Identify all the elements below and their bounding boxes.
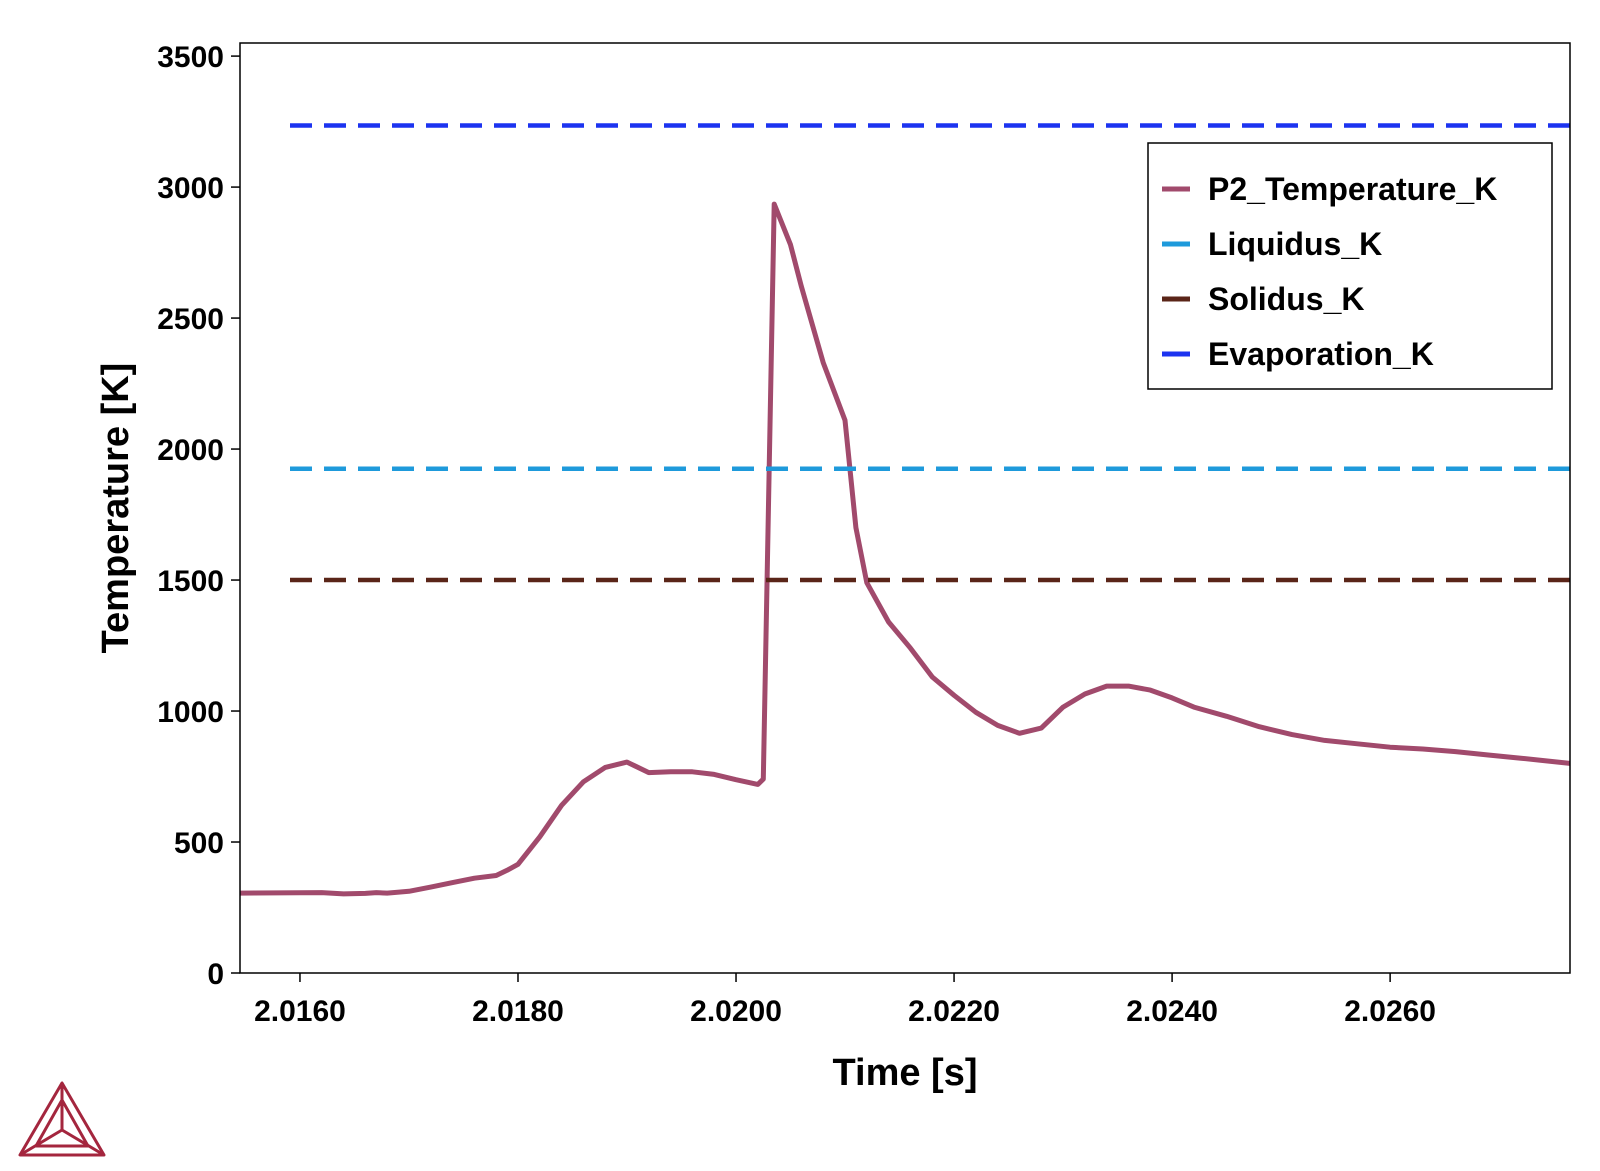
legend-label-solidus-k: Solidus_K xyxy=(1208,281,1364,317)
y-tick-label: 3500 xyxy=(157,41,224,74)
y-tick-label: 2500 xyxy=(157,303,224,336)
x-tick-label: 2.0220 xyxy=(908,995,1000,1028)
thermo-calc-logo-icon xyxy=(18,1081,106,1157)
legend-label-evaporation-k: Evaporation_K xyxy=(1208,336,1434,372)
x-tick-label: 2.0240 xyxy=(1126,995,1218,1028)
x-tick-label: 2.0180 xyxy=(472,995,564,1028)
legend: P2_Temperature_K Liquidus_K Solidus_K Evapo… xyxy=(1147,142,1553,390)
series-layer xyxy=(240,123,1570,897)
y-tick-label: 1000 xyxy=(157,696,224,729)
plot-frame xyxy=(239,42,1571,974)
series-line-p2-temperature-k xyxy=(240,201,1570,897)
x-axis-title: Time [s] xyxy=(832,1052,977,1094)
x-tick-label: 2.0260 xyxy=(1344,995,1436,1028)
y-tick-label: 0 xyxy=(207,958,224,991)
y-tick-label: 1500 xyxy=(157,565,224,598)
legend-label-p2-temperature-k: P2_Temperature_K xyxy=(1208,171,1497,207)
legend-box xyxy=(1147,142,1553,390)
y-tick-label: 500 xyxy=(174,827,224,860)
y-tick-label: 3000 xyxy=(157,172,224,205)
x-tick-label: 2.0200 xyxy=(690,995,782,1028)
y-tick-label: 2000 xyxy=(157,434,224,467)
x-tick-label: 2.0160 xyxy=(254,995,346,1028)
y-axis-ticks: 0 500 1000 1500 2000 2500 3000 3500 xyxy=(157,41,240,991)
legend-label-liquidus-k: Liquidus_K xyxy=(1208,226,1382,262)
x-axis-ticks: 2.0160 2.0180 2.0200 2.0220 2.0240 2.0260 xyxy=(254,973,1436,1028)
y-axis-title: Temperature [K] xyxy=(95,363,137,654)
